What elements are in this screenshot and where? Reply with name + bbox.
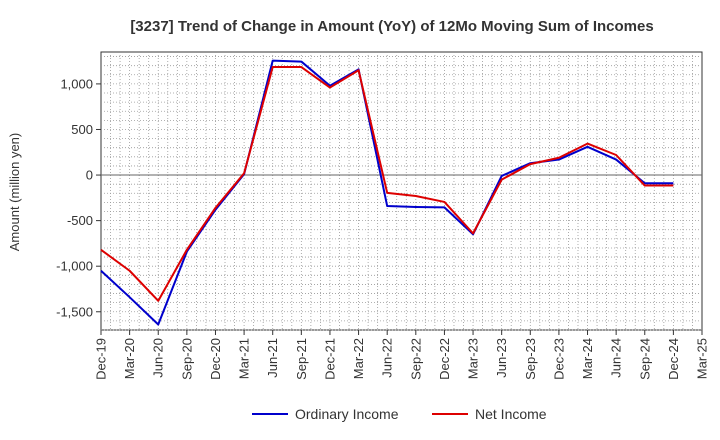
grid-layer bbox=[100, 51, 703, 331]
x-tick-label: Sep-24 bbox=[637, 338, 652, 380]
y-tick-label: 0 bbox=[86, 168, 93, 183]
x-tick-label: Dec-24 bbox=[666, 338, 681, 380]
x-tick-label: Jun-20 bbox=[151, 338, 166, 378]
x-tick-label: Dec-22 bbox=[437, 338, 452, 380]
x-tick-label: Dec-20 bbox=[208, 338, 223, 380]
x-tick-label: Mar-24 bbox=[580, 338, 595, 379]
x-tick-label: Jun-22 bbox=[380, 338, 395, 378]
x-tick-label: Dec-23 bbox=[551, 338, 566, 380]
x-tick-label: Mar-22 bbox=[351, 338, 366, 379]
x-tick-label: Mar-25 bbox=[695, 338, 710, 379]
x-tick-label: Jun-24 bbox=[609, 338, 624, 378]
x-tick-label: Sep-20 bbox=[179, 338, 194, 380]
x-tick-label: Jun-21 bbox=[265, 338, 280, 378]
chart-title: [3237] Trend of Change in Amount (YoY) o… bbox=[130, 18, 653, 35]
x-tick-label: Jun-23 bbox=[494, 338, 509, 378]
legend-label: Ordinary Income bbox=[295, 406, 399, 422]
legend: Ordinary Income Net Income bbox=[252, 406, 547, 422]
axis-layer: -1,500 -1,000 -500 0 500 1,000 Dec-19 Mar-20 Jun… bbox=[56, 76, 709, 380]
y-axis-label: Amount (million yen) bbox=[7, 133, 22, 252]
x-tick-label: Sep-22 bbox=[408, 338, 423, 380]
x-tick-label: Mar-23 bbox=[466, 338, 481, 379]
plot-area bbox=[100, 51, 703, 331]
x-tick-label: Mar-21 bbox=[237, 338, 252, 379]
series-line-2 bbox=[100, 66, 674, 302]
series-line-1 bbox=[100, 59, 674, 326]
y-tick-label: 1,000 bbox=[60, 76, 93, 91]
x-tick-label: Sep-21 bbox=[294, 338, 309, 380]
x-tick-label: Mar-20 bbox=[122, 338, 137, 379]
y-tick-label: -1,000 bbox=[56, 259, 93, 274]
legend-label: Net Income bbox=[475, 406, 547, 422]
x-tick-label: Sep-23 bbox=[523, 338, 538, 380]
y-tick-label: -1,500 bbox=[56, 304, 93, 319]
x-tick-label: Dec-19 bbox=[94, 338, 109, 380]
x-tick-label: Dec-21 bbox=[322, 338, 337, 380]
y-tick-label: 500 bbox=[71, 122, 93, 137]
series-layer bbox=[100, 59, 674, 326]
y-tick-label: -500 bbox=[67, 213, 93, 228]
